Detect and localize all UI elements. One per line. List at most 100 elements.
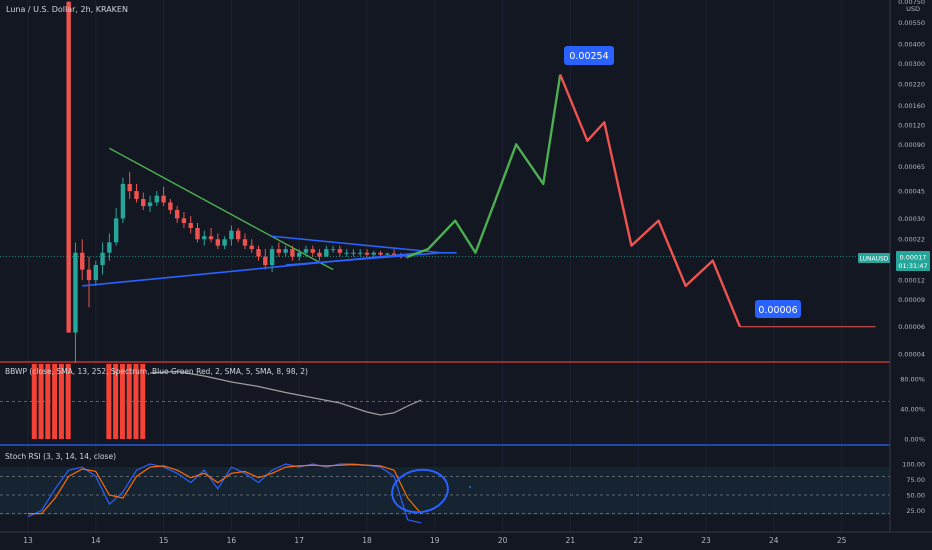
candle-body [127,183,132,192]
symbol-badge-bg [858,253,890,263]
price-tick-label: 0.00022 [898,236,925,244]
price-tick-label: 0.00300 [898,60,925,68]
candle-body [385,253,390,255]
candle-body [256,249,261,257]
price-tick-label: 0.00120 [898,122,925,130]
time-tick-label: 17 [294,536,304,545]
candle-body [202,236,207,240]
time-tick-label: 18 [362,536,372,545]
price-tick-label: 0.00009 [898,296,925,304]
candle-body [337,249,343,253]
candle-body [344,252,349,254]
candle-body [276,249,282,253]
candle-body [141,199,146,207]
candle-body [222,239,227,246]
last-price-badge-bg [896,251,930,271]
stoch-tick-label: 75.00 [906,476,925,484]
candle-body [263,256,268,266]
candle-body [378,252,383,255]
bbwp-bar [38,364,44,439]
candle-body [181,218,187,224]
price-axis[interactable]: 0.00750 0.00550 0.00400 0.00300 0.00220 0.001… [898,0,925,359]
bbwp-bar [106,364,112,439]
circle-annotation[interactable] [389,465,451,516]
bbwp-bar [52,364,58,439]
projection-up-path [407,74,562,258]
stoch-tick-label: 100.00 [902,461,925,469]
price-tick-label: 0.00750 [898,0,925,6]
time-tick-label: 14 [91,536,101,545]
candle-body [195,227,200,240]
candle-body [168,202,173,210]
triangle-upper-line [272,235,442,254]
time-tick-label: 21 [566,536,576,545]
triangle-lower-line [285,251,442,266]
candle-body [113,218,119,243]
candle-body [120,183,126,219]
candle-body [208,236,214,240]
candle-body [283,249,288,253]
bbwp-bar [31,364,37,439]
price-tick-label: 0.00090 [898,141,925,149]
stoch-tick-label: 25.00 [906,507,925,515]
trendline-drawings[interactable] [82,147,457,287]
annotation-high-bg [564,46,614,65]
candle-body [364,252,370,255]
annotation-high-label: 0.00254 [569,51,608,62]
currency-label: USD [906,5,920,13]
bbwp-bar [113,364,119,439]
candle-body [147,202,153,207]
candle-body [242,239,248,246]
candle-body [371,252,376,255]
price-tick-label: 0.00006 [898,323,925,331]
bbwp-bar [140,364,146,439]
stoch-tick-label: 50.00 [906,492,925,500]
time-tick-label: 25 [837,536,847,545]
annotation-low[interactable]: 0.00006 [755,300,801,318]
bbwp-bar [45,364,51,439]
annotation-high[interactable]: 0.00254 [564,46,614,65]
candle-body [310,249,315,253]
candle-body [161,195,166,203]
price-tick-label: 0.00400 [898,41,925,49]
time-tick-label: 19 [430,536,440,545]
price-tick-label: 0.00012 [898,277,925,285]
candle-body [330,249,336,251]
price-tick-label: 0.00220 [898,81,925,89]
candle-body [317,252,322,257]
chart-title: Luna / U.S. Dollar, 2h, KRAKEN [6,5,128,14]
main-grid [0,0,890,532]
projection-down-path [559,74,742,328]
price-projection[interactable] [407,74,876,328]
bbwp-bar [126,364,132,439]
candle-body [73,252,78,333]
candle-body [303,249,309,253]
candle-body [80,252,85,270]
candle-body [134,191,139,199]
candle-body [229,230,234,240]
candle-body [358,252,363,254]
annotation-low-bg [755,300,801,318]
candle-body [297,252,302,257]
time-tick-label: 15 [159,536,169,545]
bbwp-bar [119,364,125,439]
candle-body [290,249,295,257]
stoch-band [0,467,890,515]
bbwp-tick-label: 80.00% [900,376,925,384]
price-tick-label: 0.00160 [898,102,925,110]
price-tick-label: 0.00045 [898,188,925,196]
bbwp-tick-label: 0.00% [904,436,925,444]
bbwp-tick-label: 40.00% [900,406,925,414]
time-tick-label: 22 [633,536,643,545]
candle-body [100,252,105,266]
bbwp-bar [65,364,71,439]
candle-body [66,1,71,333]
price-tick-label: 0.00065 [898,163,925,171]
candle-body [174,209,180,219]
candle-body [269,249,275,266]
time-axis[interactable]: 13 14 15 16 17 18 19 20 21 22 23 24 25 [23,536,846,545]
bar-countdown: 01:31:47 [898,262,927,270]
candle-body [107,242,112,253]
